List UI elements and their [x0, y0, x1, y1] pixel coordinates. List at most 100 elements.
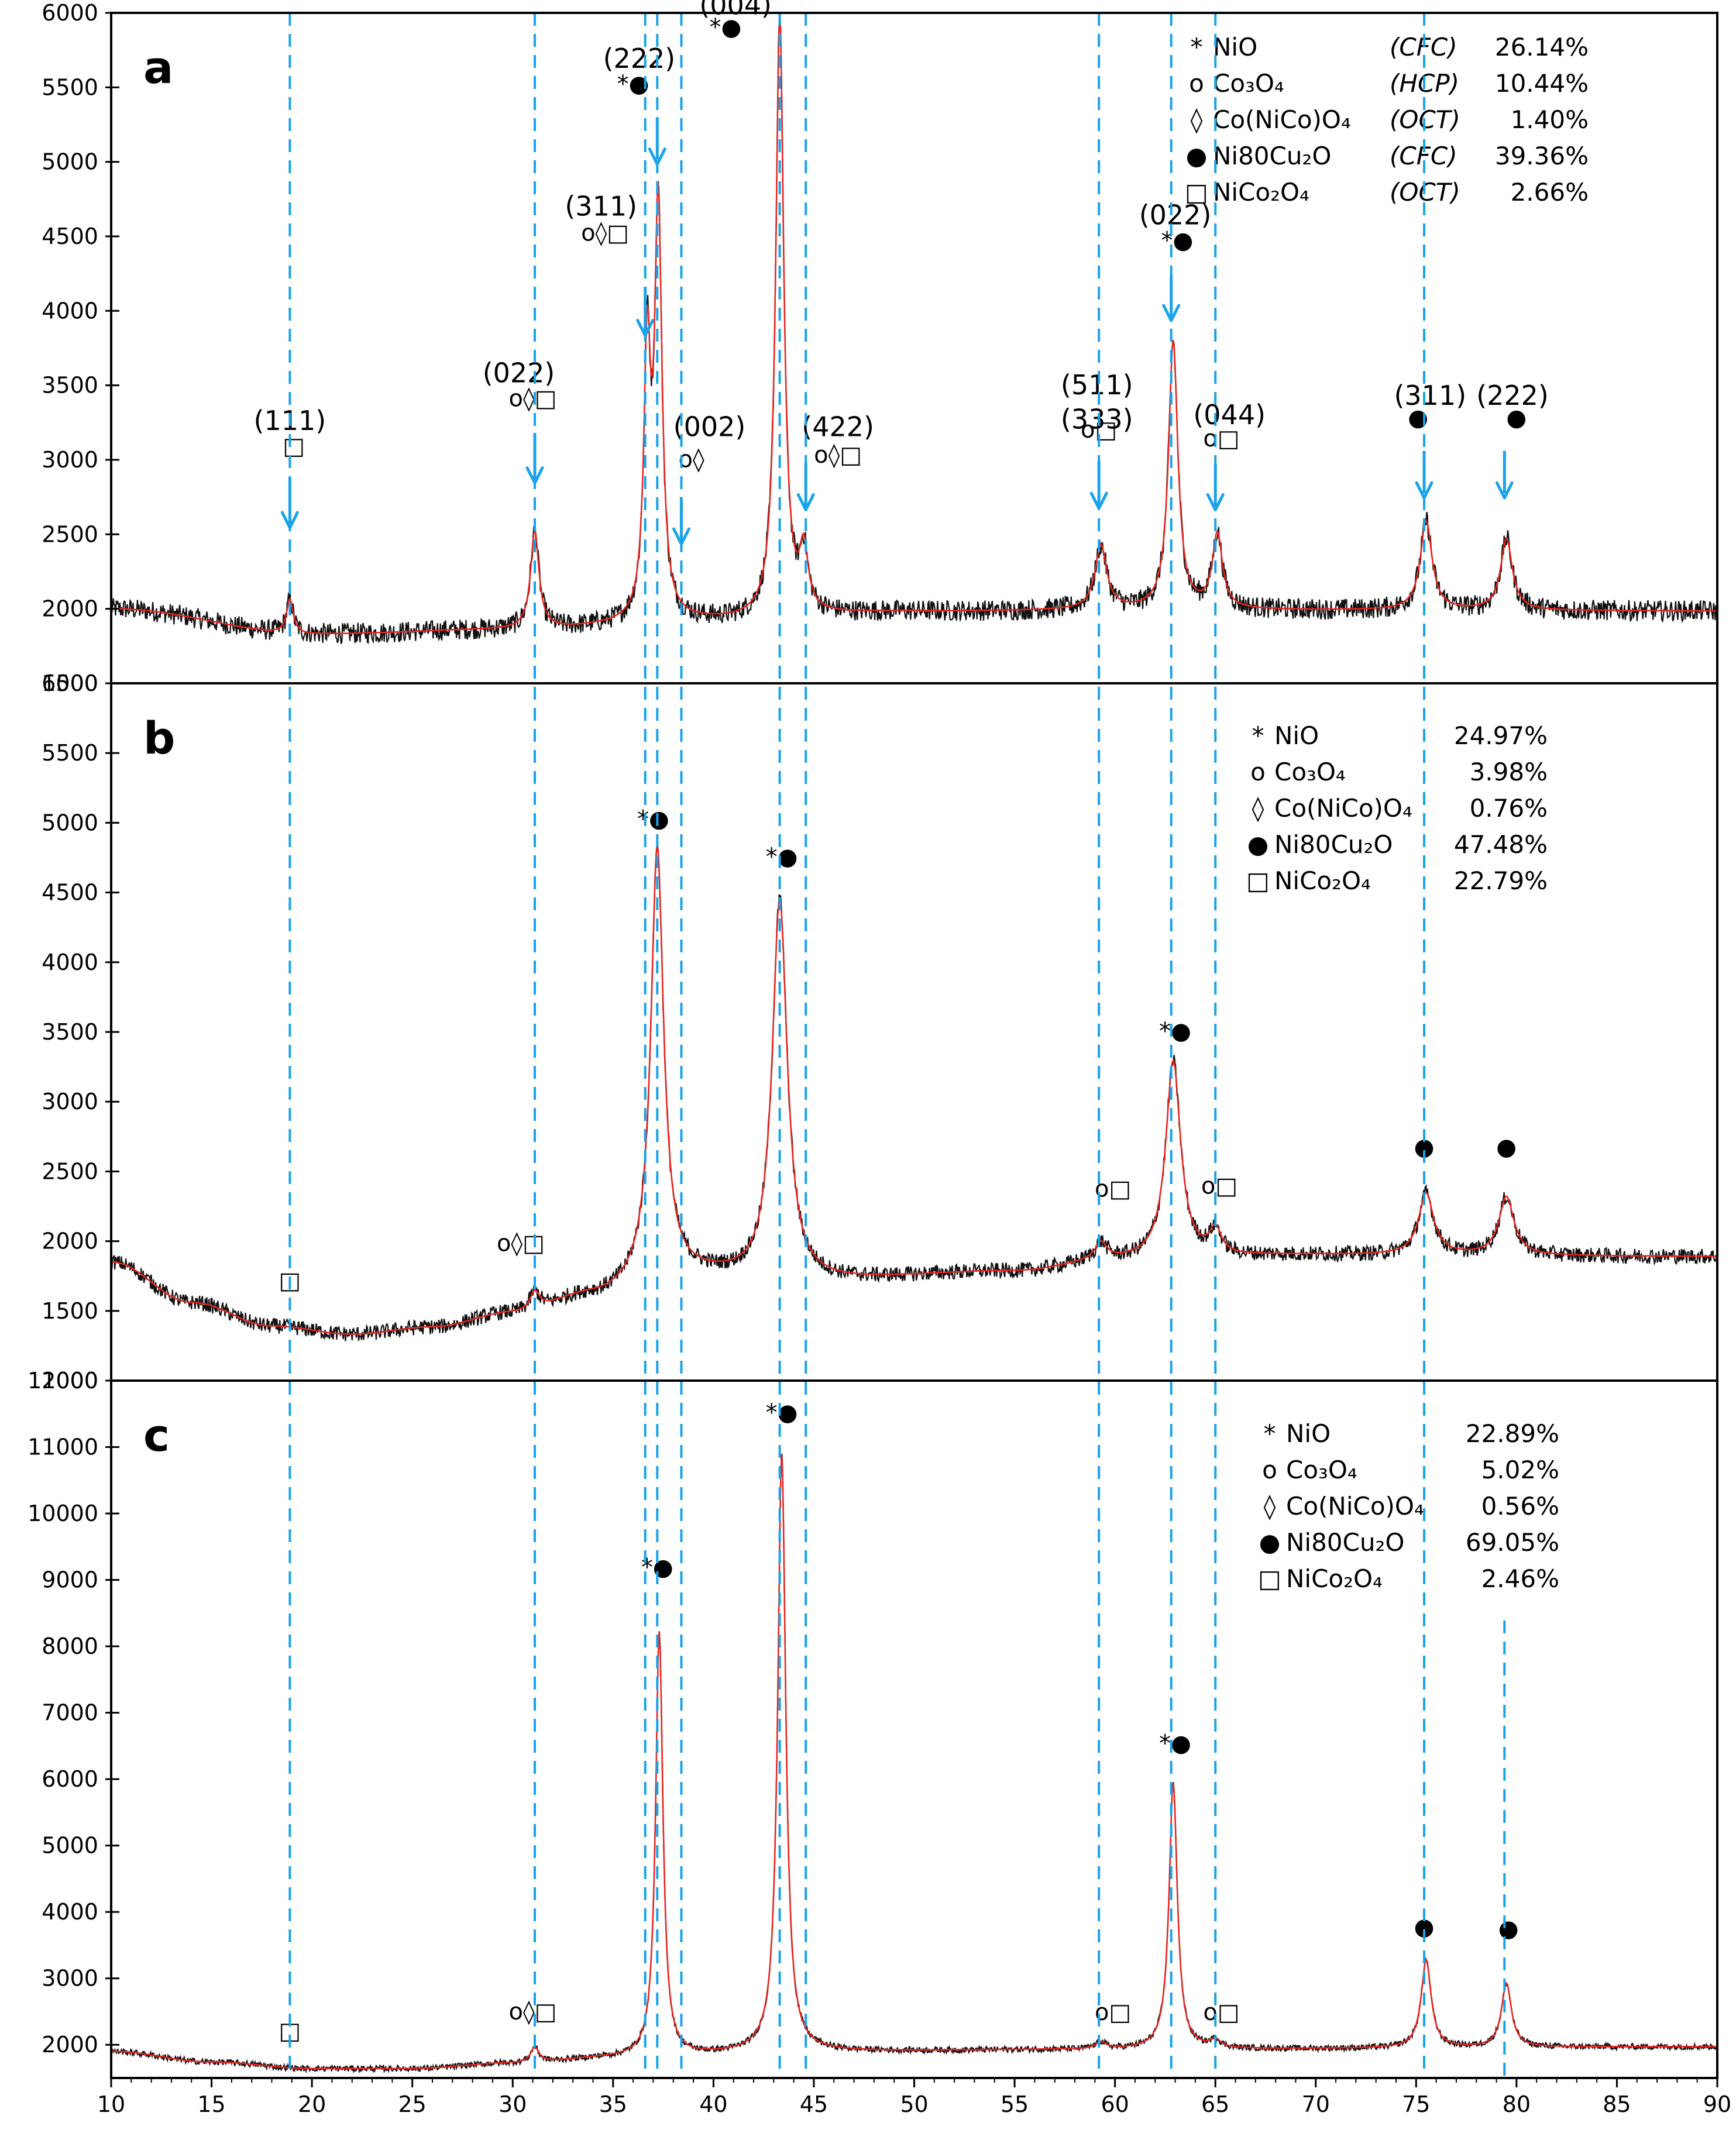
legend-phase-name: NiO: [1274, 721, 1319, 750]
y-tick-label: 12000: [27, 1368, 98, 1394]
legend-percent: 1.40%: [1511, 105, 1589, 134]
legend-symbol: o: [1262, 1456, 1277, 1484]
x-tick-label: 45: [800, 2091, 828, 2117]
legend-phase-name: NiO: [1286, 1419, 1331, 1448]
legend-c: * NiO 22.89% o Co₃O₄ 5.02% ◊ Co(NiCo)O₄ 0.56% ● Ni…: [1258, 1419, 1559, 1593]
legend-symbol: ●: [1259, 1528, 1281, 1557]
y-tick-label: 6000: [42, 1766, 98, 1792]
measured-trace-a: [111, 13, 1717, 645]
y-tick-label: 3000: [42, 1089, 98, 1114]
y-tick-label: 2000: [42, 2032, 98, 2058]
phase-marker: *●: [766, 1399, 798, 1426]
legend-symbol: o: [1250, 758, 1266, 786]
y-tick-label: 3000: [42, 447, 98, 473]
y-tick-label: 1000: [42, 1368, 98, 1394]
x-tick-label: 15: [197, 2091, 225, 2117]
legend-symbol: ◊: [1252, 794, 1264, 823]
y-tick-label: 10000: [27, 1501, 98, 1526]
fitted-curve-a: [111, 13, 1717, 635]
hkl-label: (222): [603, 43, 676, 74]
phase-marker: o□: [1203, 425, 1239, 452]
hkl-label: (022): [1139, 199, 1212, 231]
peak-arrowhead: [1495, 481, 1514, 500]
x-tick-label: 10: [97, 2091, 125, 2117]
legend-symbol: *: [1252, 721, 1264, 750]
legend-phase-name: NiCo₂O₄: [1213, 178, 1309, 207]
panel-letter-b: b: [143, 712, 175, 764]
hkl-label: (004): [699, 0, 772, 21]
legend-phase-name: Ni80Cu₂O: [1213, 142, 1331, 170]
x-tick-label: 85: [1603, 2091, 1631, 2117]
legend-symbol: □: [1246, 866, 1270, 895]
legend-phase-name: Co(NiCo)O₄: [1213, 105, 1351, 134]
phase-marker: *●: [637, 806, 669, 833]
phase-marker: o◊□: [509, 1998, 557, 2025]
legend-percent: 39.36%: [1495, 142, 1589, 170]
x-tick-label: 50: [900, 2091, 928, 2117]
y-tick-label: 1500: [42, 670, 98, 696]
y-tick-label: 4000: [42, 1899, 98, 1925]
y-tick-label: 5000: [42, 149, 98, 175]
y-tick-label: 2000: [42, 596, 98, 622]
x-tick-label: 90: [1703, 2091, 1731, 2117]
y-tick-label: 7000: [42, 1700, 98, 1726]
x-tick-label: 25: [398, 2091, 427, 2117]
y-tick-label: 2500: [42, 1158, 98, 1184]
y-tick-label: 6000: [42, 670, 98, 696]
legend-phase-name: Co₃O₄: [1274, 758, 1346, 786]
legend-phase-name: Co₃O₄: [1213, 69, 1284, 98]
legend-phase-name: Ni80Cu₂O: [1286, 1528, 1404, 1557]
phase-marker: *●: [710, 14, 742, 41]
legend-percent: 3.98%: [1470, 758, 1548, 786]
panel-letter-c: c: [143, 1409, 170, 1461]
phase-marker: o□: [1201, 1173, 1237, 1200]
x-tick-label: 70: [1302, 2091, 1330, 2117]
hkl-label: (002): [673, 411, 746, 442]
legend-phase-name: Co(NiCo)O₄: [1286, 1492, 1424, 1520]
phase-marker: *●: [766, 844, 798, 871]
phase-marker: ●: [1498, 1915, 1519, 1942]
phase-marker: □: [283, 433, 305, 460]
x-tick-label: 55: [1001, 2091, 1029, 2117]
y-tick-label: 2500: [42, 521, 98, 547]
hkl-label: (222): [1476, 380, 1549, 411]
legend-phase-name: Co(NiCo)O₄: [1274, 794, 1412, 823]
phase-marker: o◊: [679, 446, 704, 473]
legend-symbol: *: [1191, 33, 1203, 61]
fitted-curve-b: [111, 845, 1717, 1335]
y-tick-label: 11000: [27, 1434, 98, 1460]
hkl-label: (311): [565, 190, 637, 222]
x-tick-label: 65: [1201, 2091, 1229, 2117]
legend-symbol: ◊: [1264, 1492, 1276, 1520]
phase-marker: *●: [617, 71, 649, 98]
phase-marker: ●: [1496, 1134, 1517, 1161]
phase-marker: o◊□: [497, 1230, 545, 1257]
x-tick-label: 75: [1402, 2091, 1430, 2117]
hkl-label: (422): [802, 411, 874, 442]
legend-percent: 2.46%: [1481, 1564, 1559, 1593]
legend-percent: 22.79%: [1454, 866, 1548, 895]
legend-symbol: ●: [1247, 830, 1269, 859]
legend-percent: 10.44%: [1495, 69, 1589, 98]
y-tick-label: 8000: [42, 1633, 98, 1659]
x-tick-label: 20: [298, 2091, 326, 2117]
legend-percent: 47.48%: [1454, 830, 1548, 859]
phase-marker: o□: [1095, 1175, 1131, 1202]
legend-symbol: □: [1185, 178, 1208, 207]
y-tick-label: 4500: [42, 223, 98, 249]
legend-phase-name: NiO: [1213, 33, 1257, 61]
y-tick-label: 5000: [42, 1833, 98, 1859]
panel-b: 1000 1500 2000 2500 3000 3500 4000 4500 5000 5500…: [42, 670, 1717, 1394]
legend-percent: 22.89%: [1466, 1419, 1559, 1448]
legend-percent: 69.05%: [1466, 1528, 1559, 1557]
legend-percent: 26.14%: [1495, 33, 1589, 61]
fitted-curve-c: [111, 1453, 1717, 2070]
y-tick-label: 3500: [42, 1019, 98, 1045]
legend-percent: 2.66%: [1511, 178, 1589, 207]
hkl-label: (311): [1394, 380, 1466, 411]
phase-marker: *●: [1159, 1018, 1191, 1045]
legend-phase-name: Ni80Cu₂O: [1274, 830, 1393, 859]
phase-marker: o□: [1203, 1999, 1239, 2026]
legend-percent: 0.56%: [1481, 1492, 1559, 1520]
x-tick-label: 35: [599, 2091, 627, 2117]
